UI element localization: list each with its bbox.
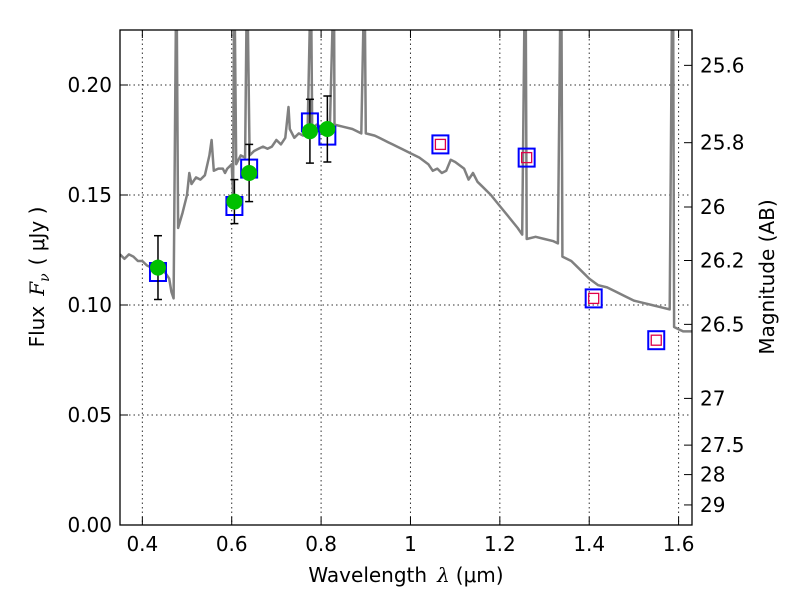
y-tick-label: 0.15 — [67, 183, 112, 207]
x-tick-label: 0.6 — [216, 532, 248, 556]
observed-point — [319, 121, 336, 137]
x-tick-label: 1.2 — [484, 532, 516, 556]
model-photometry-box — [517, 147, 536, 168]
y-tick-label: 0.20 — [67, 73, 112, 97]
plot-area — [120, 30, 692, 351]
grid — [120, 30, 692, 526]
mag-tick-label: 27 — [700, 386, 725, 410]
mag-tick-label: 27.5 — [700, 433, 745, 457]
axes: 0.4 0.6 0.8 1 1.2 1.4 1.6 0.00 0.05 0.10 0.15 0.20 2… — [67, 30, 745, 556]
mag-tick-label: 25.8 — [700, 131, 745, 155]
mag-tick-label: 26.2 — [700, 249, 745, 273]
y2-axis-title: Magnitude (AB) — [755, 199, 779, 354]
upper-limit-marker — [588, 292, 600, 305]
plot-frame — [119, 29, 693, 526]
x-tick-label: 1.6 — [663, 532, 695, 556]
mag-tick-label: 29 — [700, 493, 725, 517]
upper-limit-marker — [521, 151, 533, 164]
x-tick-label: 1.4 — [573, 532, 605, 556]
x-axis-title: Wavelength λ (μm) — [308, 563, 503, 587]
mag-tick-label: 26.5 — [700, 312, 745, 336]
mag-tick-label: 25.6 — [700, 53, 745, 77]
model-photometry-box — [584, 288, 603, 309]
observed-point — [226, 193, 243, 210]
y-tick-label: 0.00 — [67, 513, 112, 537]
y-tick-label: 0.10 — [67, 293, 112, 317]
observed-point — [301, 123, 318, 140]
upper-limit-marker — [650, 334, 662, 346]
x-tick-label: 1 — [404, 532, 417, 556]
x-tick-label: 0.4 — [126, 532, 158, 556]
y-axis-title: FluxFν( μJy ) — [25, 207, 53, 348]
x-tick-label: 0.8 — [305, 532, 337, 556]
model-sed-line — [120, 30, 692, 333]
upper-limit-marker — [434, 138, 447, 151]
model-photometry-box — [647, 330, 666, 351]
model-photometry-box — [431, 134, 450, 155]
mag-tick-label: 28 — [700, 463, 725, 487]
observed-point — [241, 165, 258, 181]
y-tick-label: 0.05 — [67, 403, 112, 427]
mag-tick-label: 26 — [700, 195, 725, 219]
observed-point — [149, 259, 166, 276]
